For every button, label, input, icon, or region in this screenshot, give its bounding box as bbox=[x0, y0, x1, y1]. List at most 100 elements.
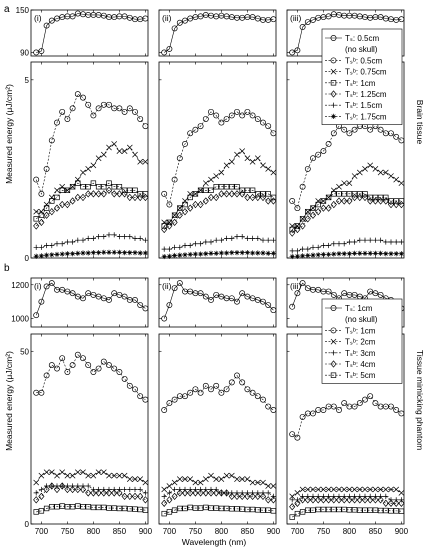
data-point-circle bbox=[69, 13, 76, 20]
data-point-x bbox=[64, 472, 71, 479]
data-point-square bbox=[121, 187, 128, 193]
data-point-circle bbox=[142, 15, 149, 22]
data-point-x bbox=[254, 155, 261, 162]
data-point-square bbox=[351, 507, 358, 513]
data-point-plus bbox=[33, 490, 39, 496]
data-point-circle bbox=[208, 108, 214, 115]
data-point-star-core bbox=[230, 251, 233, 254]
x-tick-label: 750 bbox=[61, 527, 75, 536]
data-point-star-core bbox=[358, 252, 361, 255]
data-point-x bbox=[208, 176, 214, 183]
data-point-diamond bbox=[64, 200, 71, 209]
x-tick-label: 900 bbox=[267, 527, 281, 536]
data-point-plus bbox=[300, 246, 306, 252]
data-point-circle bbox=[325, 141, 332, 147]
x-axis-label: Wavelength (nm) bbox=[182, 537, 247, 547]
data-point-circle bbox=[228, 112, 235, 119]
data-point-diamond bbox=[330, 360, 337, 368]
data-point-star-core bbox=[168, 255, 171, 258]
data-point-circle bbox=[69, 290, 76, 297]
subpanel-label: (iii) bbox=[290, 13, 301, 23]
legend-label: Tₛᵇ: 2cm bbox=[345, 338, 376, 347]
data-point-square bbox=[229, 184, 235, 190]
x-tick-label: 700 bbox=[291, 527, 305, 536]
data-point-diamond bbox=[265, 496, 272, 504]
data-point-x bbox=[100, 151, 107, 158]
data-point-circle bbox=[294, 434, 301, 441]
data-point-circle bbox=[176, 19, 183, 26]
data-point-diamond bbox=[187, 489, 194, 497]
chart-group-b: b Measured energy (μJ/cm²) Tissue mimickin… bbox=[4, 263, 424, 536]
data-point-x bbox=[356, 486, 363, 493]
data-point-circle bbox=[74, 293, 81, 300]
data-point-star-core bbox=[246, 251, 249, 254]
data-point-circle bbox=[304, 285, 311, 292]
data-point-x bbox=[85, 166, 92, 172]
data-point-plus bbox=[310, 244, 316, 250]
data-point-circle bbox=[388, 130, 394, 137]
data-point-plus bbox=[260, 237, 266, 243]
data-point-plus bbox=[166, 246, 172, 252]
data-point-plus bbox=[336, 241, 342, 247]
data-point-x bbox=[213, 173, 220, 179]
data-point-square bbox=[249, 506, 256, 513]
data-point-square bbox=[69, 184, 76, 190]
series-line-x bbox=[35, 471, 146, 483]
legend-item: Tₛᵇ: 0.5cm bbox=[325, 56, 382, 65]
data-point-diamond bbox=[372, 197, 379, 205]
data-point-diamond bbox=[294, 499, 301, 507]
data-point-diamond bbox=[330, 90, 337, 98]
data-point-diamond bbox=[367, 496, 374, 504]
y-tick-label: 50 bbox=[20, 347, 29, 356]
data-point-diamond bbox=[259, 492, 267, 501]
data-point-plus bbox=[33, 244, 39, 250]
data-point-square bbox=[106, 505, 112, 511]
data-point-plus bbox=[346, 239, 352, 245]
data-point-diamond bbox=[137, 193, 144, 202]
data-point-circle bbox=[43, 22, 50, 29]
data-point-circle bbox=[171, 285, 178, 292]
data-point-x bbox=[336, 486, 342, 493]
data-point-circle bbox=[228, 379, 235, 386]
data-point-circle bbox=[270, 307, 277, 314]
data-point-x bbox=[121, 148, 128, 154]
data-point-plus bbox=[213, 237, 219, 243]
data-point-circle bbox=[367, 393, 374, 400]
data-point-star-core bbox=[81, 251, 85, 255]
series-line-square bbox=[164, 186, 274, 227]
data-point-x bbox=[121, 472, 128, 479]
data-point-square bbox=[38, 508, 45, 514]
series-line-x bbox=[164, 475, 274, 490]
data-point-circle bbox=[54, 119, 60, 126]
data-point-star-core bbox=[204, 252, 207, 255]
data-point-x bbox=[218, 169, 225, 176]
data-point-x bbox=[95, 469, 102, 476]
data-point-diamond bbox=[142, 496, 149, 504]
data-point-diamond bbox=[377, 496, 384, 504]
data-point-diamond bbox=[218, 489, 225, 497]
panel-letter: b bbox=[4, 263, 10, 274]
data-point-x bbox=[330, 187, 337, 194]
data-point-star-core bbox=[353, 252, 356, 255]
data-point-diamond bbox=[85, 190, 92, 198]
data-point-plus bbox=[203, 239, 209, 245]
data-point-plus bbox=[132, 486, 138, 493]
data-point-diamond bbox=[74, 193, 81, 202]
x-tick-label: 850 bbox=[369, 527, 383, 536]
data-point-circle bbox=[351, 291, 358, 298]
data-point-plus bbox=[289, 248, 295, 254]
data-point-circle bbox=[166, 201, 173, 208]
data-point-circle bbox=[315, 286, 322, 293]
data-point-circle bbox=[142, 396, 149, 403]
data-point-x bbox=[182, 198, 188, 204]
data-point-circle bbox=[182, 17, 188, 24]
data-point-square bbox=[330, 80, 337, 86]
data-point-diamond bbox=[79, 485, 87, 494]
legend-label: Tₛᵇ: 4cm bbox=[345, 360, 376, 369]
data-point-circle bbox=[33, 312, 40, 319]
data-point-circle bbox=[265, 302, 272, 308]
data-point-square bbox=[346, 507, 353, 513]
legend-item: Tₛᵇ: 1.5cm bbox=[325, 101, 382, 110]
data-point-square bbox=[111, 184, 117, 190]
data-point-diamond bbox=[223, 489, 230, 497]
